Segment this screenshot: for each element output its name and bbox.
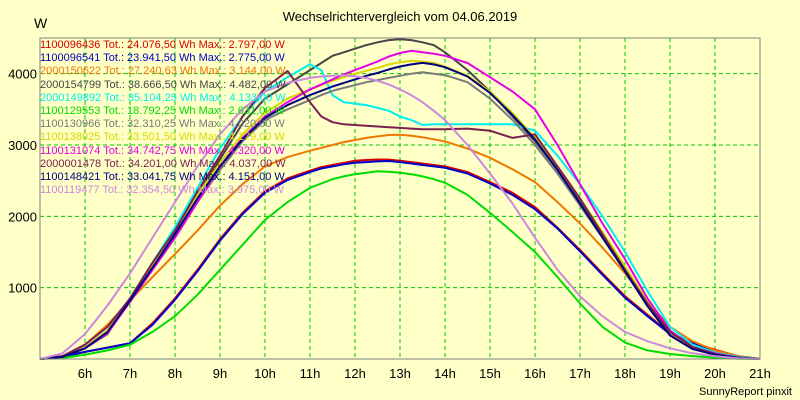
x-tick-label: 14h	[434, 366, 456, 381]
x-tick-label: 8h	[168, 366, 182, 381]
x-tick-label: 18h	[614, 366, 636, 381]
chart-legend: 1100096436 Tot.: 24.076,50 Wh Max.: 2.79…	[40, 39, 286, 197]
y-tick-label: 4000	[8, 67, 37, 82]
series-line-1100148421	[39, 61, 761, 360]
y-tick-label: 2000	[8, 209, 37, 224]
x-tick-label: 7h	[123, 366, 137, 381]
legend-entry-1100148421: 1100148421 Tot.: 33.041,75 Wh Max.: 4.15…	[40, 170, 285, 183]
legend-entry-2000150622: 2000150622 Tot.: 27.240,63 Wh Max.: 3.14…	[40, 65, 286, 78]
x-tick-label: 13h	[389, 366, 411, 381]
x-tick-label: 10h	[254, 366, 276, 381]
x-tick-label: 20h	[704, 366, 726, 381]
series-line-1100096541	[39, 160, 761, 360]
legend-entry-1100129553: 1100129553 Tot.: 18.792,25 Wh Max.: 2.63…	[40, 104, 285, 117]
y-axis-unit-label: W	[34, 15, 48, 31]
x-tick-label: 11h	[300, 366, 321, 381]
y-tick-label: 3000	[8, 138, 37, 153]
x-tick-label: 12h	[344, 366, 366, 381]
legend-entry-1100138025: 1100138025 Tot.: 33.501,50 Wh Max.: 4.17…	[40, 131, 285, 144]
series-line-1100119477	[39, 74, 761, 360]
x-tick-label: 6h	[78, 366, 92, 381]
legend-entry-1100119477: 1100119477 Tot.: 32.354,50 Wh Max.: 3.97…	[40, 184, 284, 197]
series-line-2000149892	[39, 63, 761, 360]
series-line-1100131074	[39, 49, 761, 360]
x-tick-label: 16h	[524, 366, 546, 381]
x-tick-label: 17h	[569, 366, 591, 381]
x-tick-label: 19h	[659, 366, 681, 381]
legend-entry-2000001478: 2000001478 Tot.: 34.201,00 Wh Max.: 4.03…	[40, 157, 286, 170]
series-line-1100129553	[39, 170, 761, 360]
series-line-2000150622	[39, 133, 761, 360]
plot-border	[39, 37, 761, 360]
legend-entry-2000154799: 2000154799 Tot.: 38.666,50 Wh Max.: 4.48…	[40, 78, 286, 91]
series-line-2000001478	[39, 70, 761, 360]
x-tick-label: 9h	[213, 366, 227, 381]
report-credit: SunnyReport pinxit	[699, 386, 792, 398]
legend-entry-1100130966: 1100130966 Tot.: 32.310,25 Wh Max.: 4.02…	[40, 118, 285, 131]
x-tick-label: 21h	[749, 366, 771, 381]
legend-entry-1100131074: 1100131074 Tot.: 34.742,75 Wh Max.: 4.32…	[40, 144, 285, 157]
legend-entry-1100096436: 1100096436 Tot.: 24.076,50 Wh Max.: 2.79…	[40, 39, 285, 51]
x-tick-label: 15h	[479, 366, 501, 381]
legend-entry-1100096541: 1100096541 Tot.: 23.941,50 Wh Max.: 2.77…	[40, 52, 285, 65]
y-tick-label: 1000	[8, 281, 37, 296]
legend-entry-2000149892: 2000149892 Tot.: 35.104,25 Wh Max.: 4.13…	[40, 91, 286, 104]
chart-title: Wechselrichtervergleich vom 04.06.2019	[282, 9, 518, 24]
